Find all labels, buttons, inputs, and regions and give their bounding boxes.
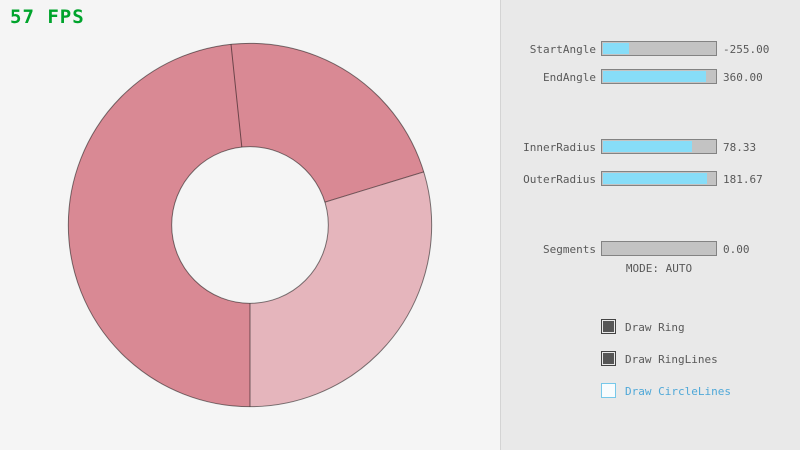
slider-row-segments: Segments 0.00 [501, 241, 800, 257]
checkbox-row-draw-ringlines: Draw RingLines [601, 351, 800, 367]
slider-label: OuterRadius [523, 173, 596, 186]
ring-radial-line [324, 171, 424, 203]
ring-sector-light [250, 171, 432, 407]
slider-fill [603, 71, 706, 82]
slider-label: StartAngle [529, 43, 596, 56]
slider-label: EndAngle [543, 71, 596, 84]
checkbox-row-draw-ring: Draw Ring [601, 319, 800, 335]
checkbox[interactable] [601, 351, 616, 366]
segments-mode-label: MODE: AUTO [625, 262, 693, 275]
slider-label: InnerRadius [523, 141, 596, 154]
checkbox-row-draw-circlelines: Draw CircleLines [601, 383, 800, 399]
slider-value: 0.00 [723, 243, 750, 256]
slider-value: 181.67 [723, 173, 763, 186]
slider-fill [603, 141, 692, 152]
controls-panel: StartAngle -255.00 EndAngle 360.00 InnerRadi… [500, 0, 800, 450]
slider-value: 78.33 [723, 141, 757, 154]
ring-canvas [67, 42, 433, 408]
checkbox-label: Draw Ring [625, 321, 685, 334]
slider-track[interactable] [601, 139, 717, 154]
ring-radial-line [230, 44, 243, 148]
slider-fill [603, 43, 629, 54]
checkbox[interactable] [601, 383, 616, 398]
ring-sector-dark [68, 43, 424, 407]
fps-counter: 57 FPS [10, 6, 85, 28]
slider-row-endangle: EndAngle 360.00 [501, 69, 800, 85]
slider-fill [603, 173, 707, 184]
slider-row-outerradius: OuterRadius 181.67 [501, 171, 800, 187]
slider-track[interactable] [601, 171, 717, 186]
slider-row-innerradius: InnerRadius 78.33 [501, 139, 800, 155]
checkbox-label: Draw CircleLines [625, 385, 731, 398]
slider-track[interactable] [601, 69, 717, 84]
ring-preview-scene: 57 FPS [10, 6, 433, 408]
slider-value: -255.00 [723, 43, 770, 56]
slider-value: 360.00 [723, 71, 763, 84]
checkbox[interactable] [601, 319, 616, 334]
slider-row-startangle: StartAngle -255.00 [501, 41, 800, 57]
slider-label: Segments [543, 243, 596, 256]
slider-track[interactable] [601, 241, 717, 256]
checkbox-label: Draw RingLines [625, 353, 718, 366]
slider-track[interactable] [601, 41, 717, 56]
ring-inner-line [171, 146, 329, 304]
